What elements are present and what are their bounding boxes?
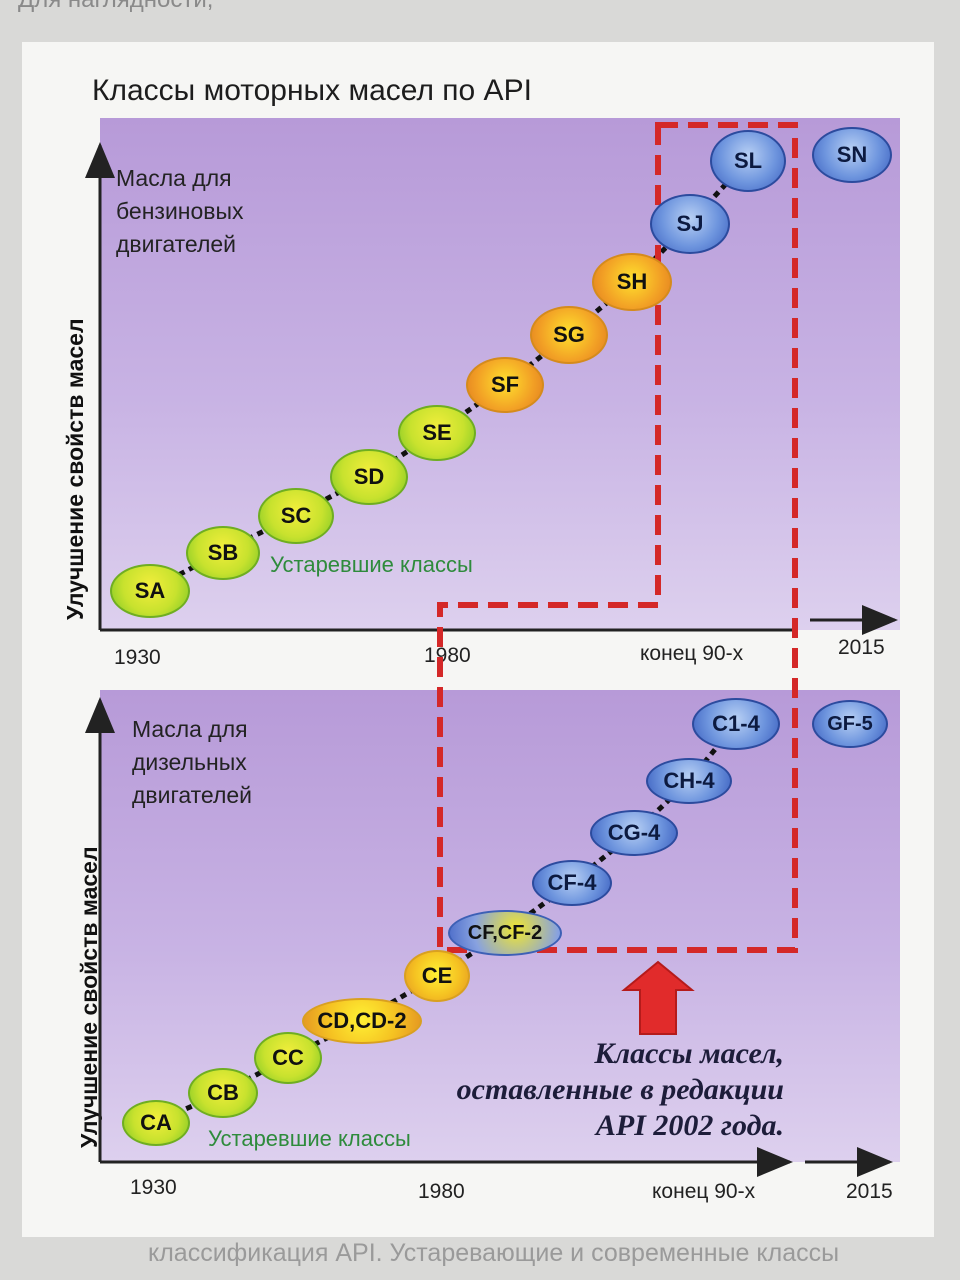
gasoline-label-line-3: двигателей [116,231,237,257]
class-node-C1-4: C1-4 [692,698,780,750]
caption-line-1: Классы масел, [594,1037,784,1070]
diesel-connector [154,722,738,1125]
gasoline-connector [148,158,750,593]
gasoline-tick-1930: 1930 [114,646,161,669]
diesel-tick-late-90s: конец 90-х [652,1180,756,1203]
class-node-GF-5: GF-5 [812,700,888,748]
diesel-obsolete-label: Устаревшие классы [208,1126,411,1151]
gasoline-tick-2015: 2015 [838,636,885,659]
class-node-SG: SG [530,306,608,364]
gasoline-label-line-1: Масла для [116,165,232,191]
diesel-tick-1980: 1980 [418,1180,465,1203]
diagram-title: Классы моторных масел по API [92,74,532,107]
gasoline-tick-1980: 1980 [424,644,471,667]
class-node-CD-CD-2: CD,CD-2 [302,998,422,1044]
class-node-SL: SL [710,130,786,192]
class-node-SC: SC [258,488,334,544]
gasoline-obsolete-label: Устаревшие классы [270,552,473,577]
gasoline-label-line-2: бензиновых [116,198,244,224]
footer-caption: классификация API. Устаревающие и соврем… [148,1239,840,1267]
caption-line-3: API 2002 года. [595,1109,784,1142]
class-node-CC: CC [254,1032,322,1084]
diesel-label-line-3: двигателей [132,782,253,808]
diesel-panel-label: Масла для дизельных двигателей [132,713,252,812]
diesel-label-line-1: Масла для [132,716,248,742]
class-node-CB: CB [188,1068,258,1118]
class-node-CE: CE [404,950,470,1002]
page-top-text: Для наглядности, [18,0,213,14]
gasoline-tick-late-90s: конец 90-х [640,642,744,665]
diesel-tick-2015: 2015 [846,1180,893,1203]
class-node-CG-4: CG-4 [590,810,678,856]
diesel-tick-1930: 1930 [130,1176,177,1199]
caption-line-2: оставленные в редакции [456,1073,784,1106]
class-node-CA: CA [122,1100,190,1146]
class-node-SE: SE [398,405,476,461]
class-node-CH-4: CH-4 [646,758,732,804]
gasoline-panel-label: Масла для бензиновых двигателей [116,162,244,261]
api-2002-highlight-frame [437,122,798,953]
class-node-SA: SA [110,564,190,618]
highlight-arrow [621,960,695,1035]
class-node-SF: SF [466,357,544,413]
class-node-SB: SB [186,526,260,580]
class-node-SJ: SJ [650,194,730,254]
diesel-label-line-2: дизельных [132,749,247,775]
class-node-SD: SD [330,449,408,505]
class-node-SN: SN [812,127,892,183]
class-node-SH: SH [592,253,672,311]
api-2002-caption: Классы масел, оставленные в редакции API… [457,1036,784,1144]
class-node-CF-4: CF-4 [532,860,612,906]
class-node-CF-CF-2: CF,CF-2 [448,910,562,956]
